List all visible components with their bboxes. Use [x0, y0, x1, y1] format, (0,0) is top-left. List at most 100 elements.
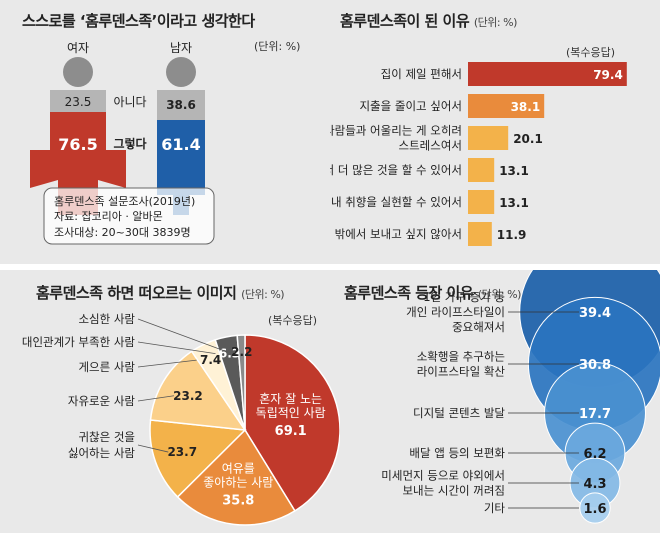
pie-value-4: 7.4	[200, 353, 221, 367]
panel3-unit: (단위: %)	[241, 288, 285, 301]
pie-label-4: 게으른 사람	[78, 360, 135, 374]
reason-label-1: 지출을 줄이고 싶어서	[359, 99, 462, 113]
reason-label-2: 스트레스여서	[399, 139, 462, 153]
panel4-title-text: 홈루덴스족 등장 이유	[344, 284, 474, 302]
panel1-title: 스스로를 ‘홈루덴스족’이라고 생각한다	[22, 12, 255, 30]
male-no-value: 38.6	[166, 98, 196, 112]
bubble-value-5: 1.6	[583, 502, 606, 517]
pie-value-2: 23.7	[167, 445, 197, 459]
male-label: 남자	[170, 41, 192, 55]
pie-label-1: 좋아하는 사람	[203, 476, 273, 490]
pie-label-2: 귀찮은 것을	[78, 430, 135, 444]
panel4-title: 홈루덴스족 등장 이유 (단위: %)	[344, 282, 521, 303]
reason-bar-0	[468, 62, 627, 86]
panel-reasons: 홈루덴스족이 된 이유 (단위: %) (복수응답) 79.4 집이 제일 편해서…	[330, 0, 660, 262]
bubble-label-0: 1인 가구 증가 등	[423, 290, 505, 304]
pie-leader-4	[137, 359, 197, 368]
panel2-unit: (단위: %)	[473, 16, 517, 29]
pie-slice-3	[149, 350, 247, 431]
pie-value-3: 23.2	[173, 389, 203, 403]
pie-leader-6	[137, 318, 228, 353]
bubble-label-4: 미세먼지 등으로 야외에서	[381, 469, 505, 483]
source-line-3: 조사대상: 20~30대 3839명	[54, 226, 191, 239]
reason-value-4: 13.1	[499, 196, 529, 210]
bubble-label-0: 중요해져서	[452, 320, 505, 334]
source-line-1: 홈루덴스족 설문조사(2019년)	[54, 194, 195, 208]
panel-image: 홈루덴스족 하면 떠오르는 이미지 (단위: %) (복수응답) 혼자 잘 노는…	[0, 270, 340, 533]
panel3-title-text: 홈루덴스족 하면 떠오르는 이미지	[36, 284, 237, 302]
pie-value-5: 6.3	[219, 347, 240, 361]
bubble-value-4: 4.3	[583, 477, 606, 492]
bubble-label-1: 소확행을 추구하는	[417, 350, 505, 364]
panel-divider	[0, 264, 660, 270]
pie-value-0: 69.1	[275, 424, 307, 439]
pie-value-6: 2.2	[231, 345, 252, 359]
reason-bar-1	[468, 94, 545, 118]
panel3-title: 홈루덴스족 하면 떠오르는 이미지 (단위: %)	[36, 282, 285, 303]
reason-bar-4	[468, 190, 495, 214]
pie-label-6: 소심한 사람	[78, 312, 135, 326]
male-figure-icon	[157, 90, 205, 215]
male-no-band	[157, 90, 205, 120]
reason-value-1: 38.1	[511, 100, 541, 114]
pie-slice-2	[149, 419, 247, 499]
bubble-label-4: 보내는 시간이 꺼려짐	[402, 484, 505, 498]
bubble-label-2: 디지털 콘텐츠 발달	[413, 406, 505, 420]
pie-label-2: 싫어하는 사람	[68, 446, 136, 460]
pie-leader-3	[137, 395, 175, 402]
panel-emergence: 홈루덴스족 등장 이유 (단위: %) 39.4 1인 가구 증가 등 개인 라이프…	[340, 270, 660, 533]
row-yes-label: 그렇다	[113, 136, 146, 151]
reason-value-5: 11.9	[497, 228, 527, 242]
female-label: 여자	[67, 41, 89, 55]
pie-slice-1	[176, 428, 296, 526]
bubble-value-3: 6.2	[583, 447, 606, 462]
row-no-label: 아니다	[113, 95, 146, 109]
panel4-unit: (단위: %)	[477, 288, 521, 301]
reason-bar-2	[468, 126, 509, 150]
reasons-bar-chart: 79.4 집이 제일 편해서 38.1 지출을 줄이고 싶어서 20.1 사람들과 어울리…	[330, 62, 627, 246]
panel-self-identification: 스스로를 ‘홈루덴스족’이라고 생각한다 (단위: %) 23.5 76.5 3…	[0, 0, 325, 262]
reason-label-3: 집에서 더 많은 것을 할 수 있어서	[330, 163, 462, 177]
panel3-note: (복수응답)	[268, 314, 318, 327]
reason-label-5: 휴일까지 밖에서 보내고 싶지 않아서	[330, 227, 462, 241]
pie-label-5: 대인관계가 부족한 사람	[22, 335, 136, 349]
pie-label-1: 여유를	[222, 462, 255, 476]
pie-label-0: 혼자 잘 노는	[259, 392, 322, 406]
people-figures-chart: 23.5 76.5 38.6 61.4 여자 남자 아니다 그렇다 홈루덴스족 …	[30, 41, 215, 245]
reason-label-4: 집에서는 내 취향을 실현할 수 있어서	[330, 195, 462, 209]
bubble-value-2: 17.7	[579, 407, 611, 422]
female-no-value: 23.5	[65, 95, 92, 109]
bubble-value-1: 30.8	[579, 358, 611, 373]
reason-value-0: 79.4	[593, 68, 623, 82]
pie-value-1: 35.8	[222, 494, 254, 509]
female-head-icon	[63, 57, 93, 87]
panel2-title: 홈루덴스족이 된 이유 (단위: %)	[340, 10, 517, 31]
reason-label-2: 사람들과 어울리는 게 오히려	[330, 124, 462, 138]
pie-slice-0	[244, 334, 340, 512]
bubble-label-0: 개인 라이프스타일이	[406, 305, 505, 319]
panel1-unit: (단위: %)	[254, 40, 301, 53]
male-yes-value: 61.4	[161, 135, 200, 154]
bubble-5	[579, 492, 611, 524]
pie-leader-5	[137, 341, 216, 355]
pie-slice-6	[236, 334, 246, 431]
bubble-label-1: 라이프스타일 확산	[417, 365, 506, 379]
pie-leader-2	[137, 444, 169, 453]
reason-value-2: 20.1	[513, 132, 543, 146]
pie-label-3: 자유로운 사람	[68, 394, 136, 408]
reason-label-0: 집이 제일 편해서	[381, 67, 462, 81]
female-figure-icon	[30, 90, 126, 215]
source-box	[43, 187, 215, 245]
bubble-label-5: 기타	[484, 501, 506, 515]
reason-bar-5	[468, 222, 492, 246]
female-yes-value: 76.5	[58, 135, 97, 154]
bubble-label-3: 배달 앱 등의 보편화	[409, 446, 505, 460]
reason-bar-3	[468, 158, 495, 182]
reason-value-3: 13.1	[499, 164, 529, 178]
male-head-icon	[166, 57, 196, 87]
source-line-2: 자료: 잡코리아 · 알바몬	[54, 209, 163, 223]
bubble-value-0: 39.4	[579, 306, 611, 321]
pie-label-0: 독립적인 사람	[256, 406, 326, 420]
